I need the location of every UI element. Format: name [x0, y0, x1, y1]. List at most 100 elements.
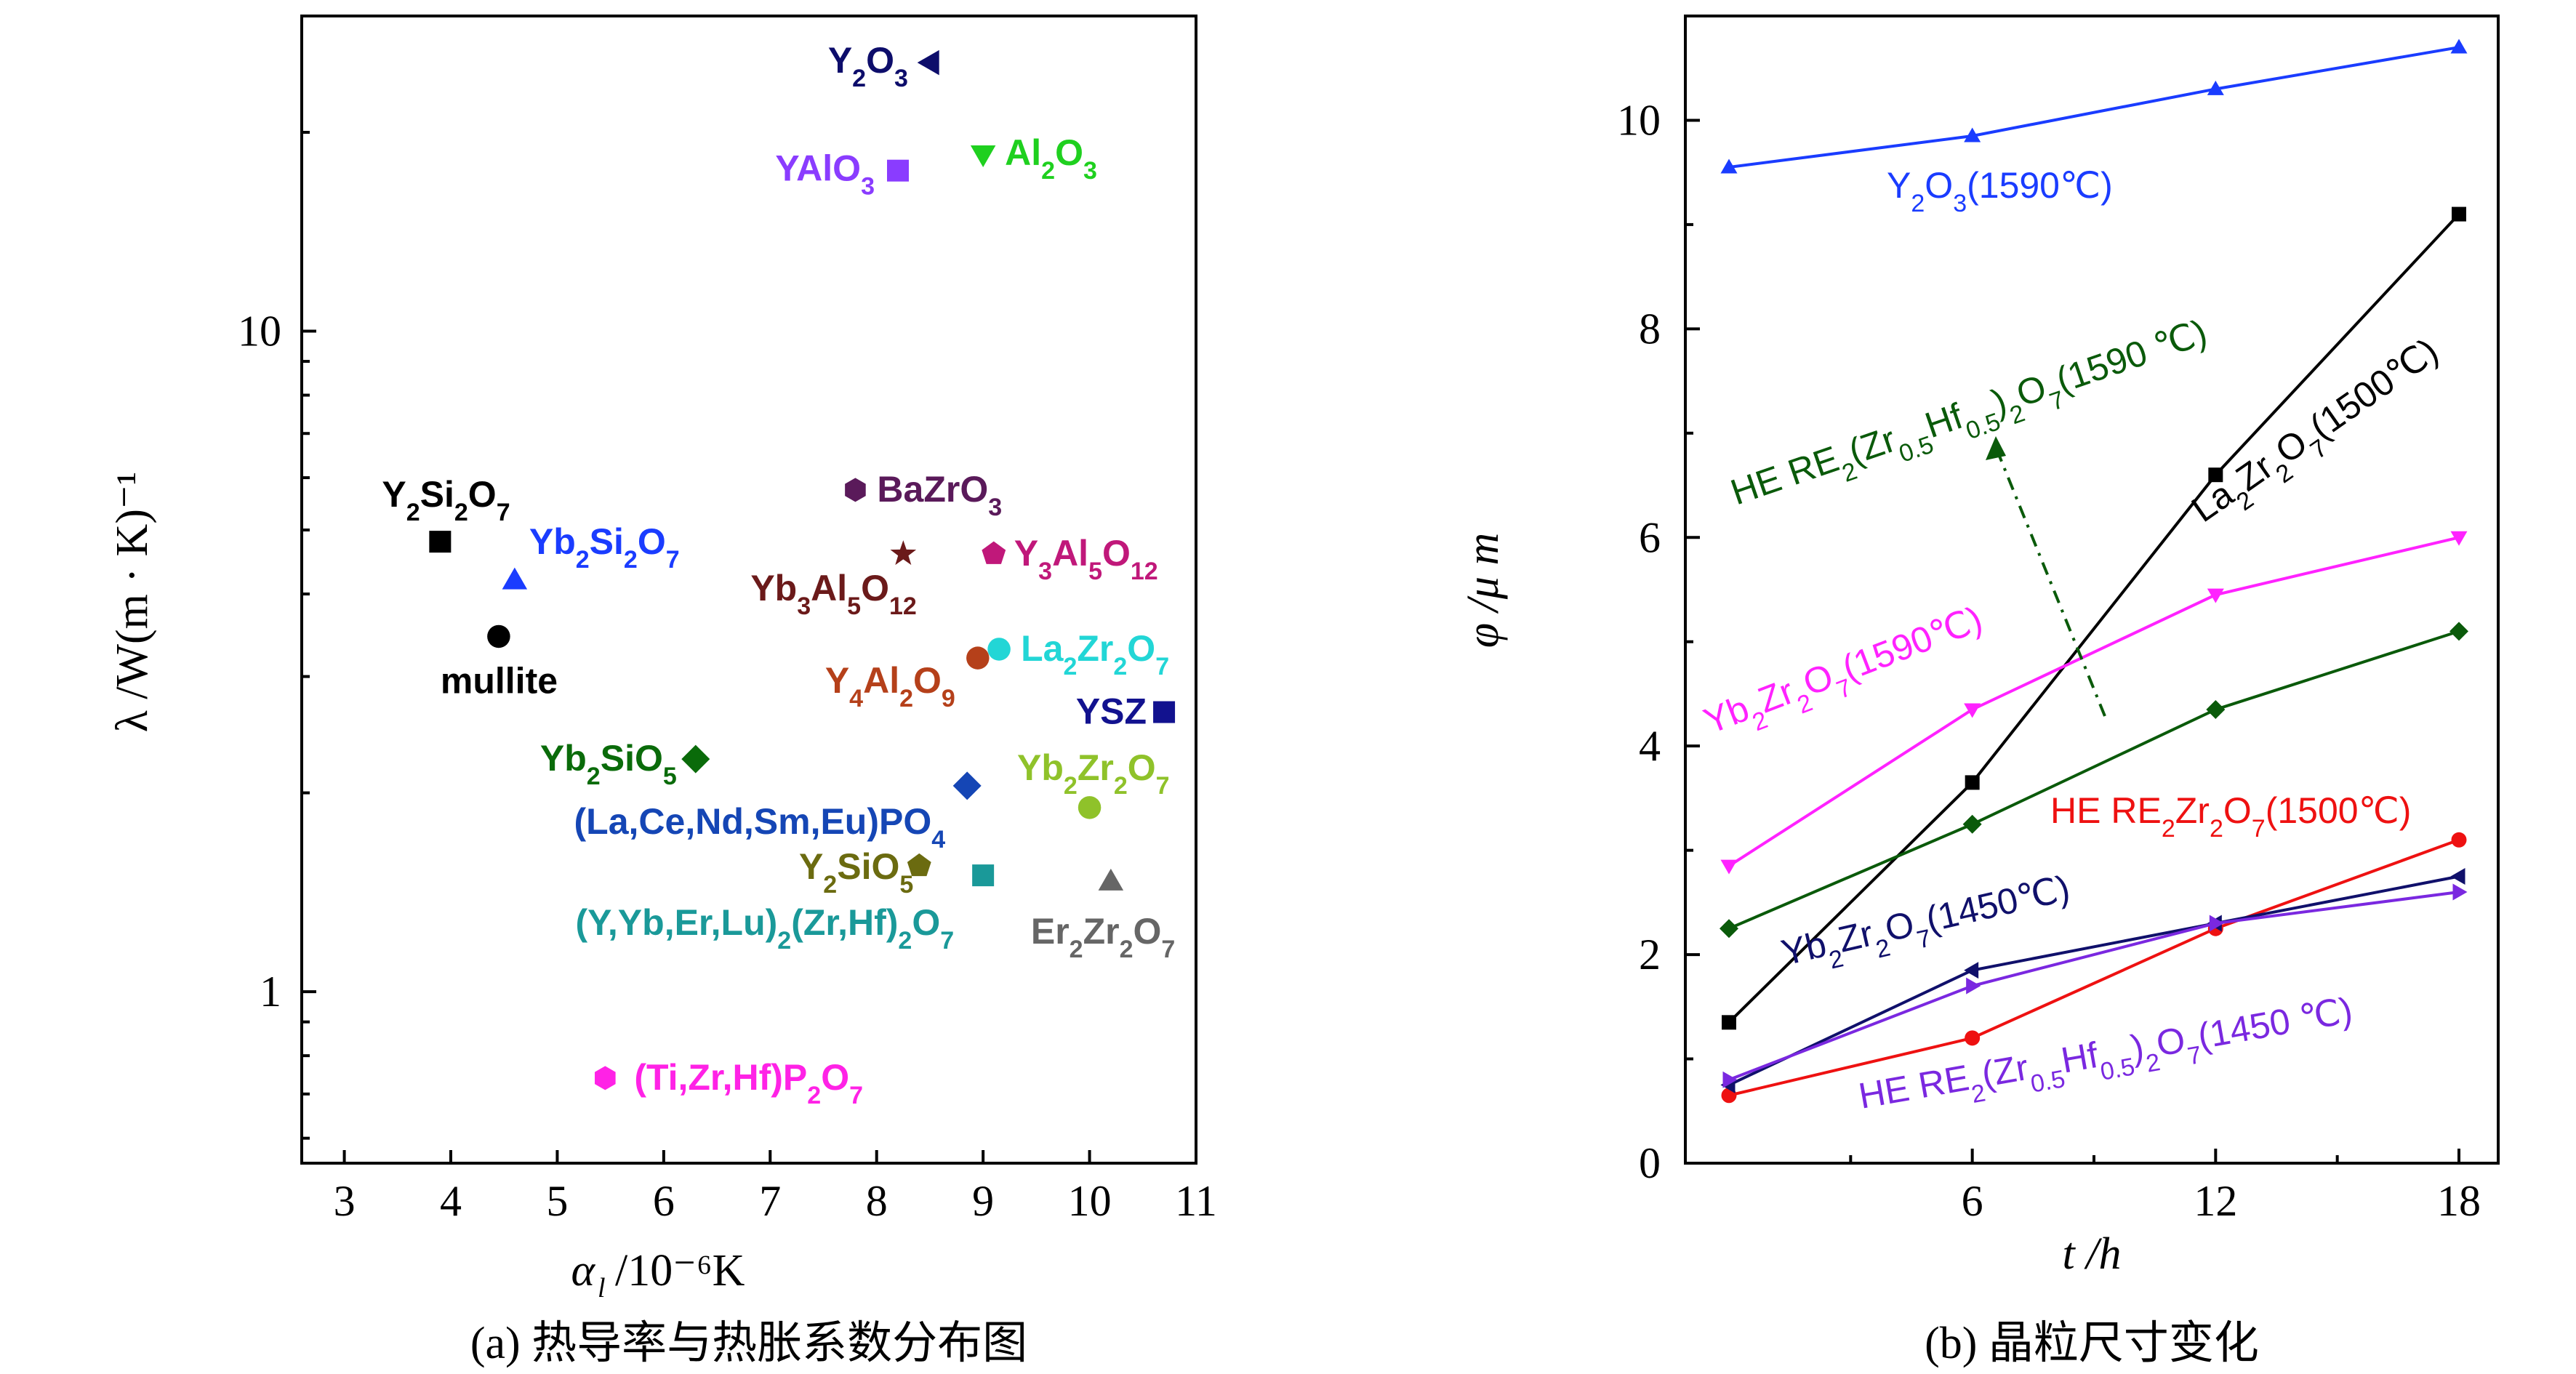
- point-label-y2o3: Y2O3: [828, 40, 908, 92]
- point-al2o3: [970, 145, 996, 168]
- point-label-al2o3: Al2O3: [1005, 132, 1097, 185]
- point-y2o3: [917, 49, 939, 76]
- series-point-yb2zr2o7-1450-1: [1964, 962, 1979, 979]
- series-point-he-re2-zr0-5hf0-5-2o7-1450-2: [2209, 915, 2224, 932]
- point-label-yb2si2o7: Yb2Si2O7: [529, 521, 680, 574]
- series-point-y2o3-1590-2: [2207, 80, 2224, 95]
- point-la2zr2o7: [987, 638, 1011, 661]
- point-y2si2o7: [429, 531, 452, 553]
- y-tick-label: 6: [1639, 513, 1661, 561]
- panel-a-points: [429, 49, 1176, 1090]
- y-tick-label: 8: [1639, 305, 1661, 353]
- series-la2zr2o7-1500: [1722, 206, 2466, 1030]
- series-label-yb2zr2o7-1590: Yb2Zr2O7(1590℃): [1698, 598, 1992, 752]
- series-label-he-zrhf-1590: HE RE2(Zr0.5Hf0.5)2O7(1590 ℃): [1725, 311, 2215, 523]
- series-label-he-re2zr2o7-1500: HE RE2Zr2O7(1500℃): [2050, 790, 2411, 843]
- x-tick-label: 10: [1068, 1177, 1112, 1225]
- series-point-y2o3-1590-1: [1964, 127, 1981, 142]
- series-label-la2zr2o7-1500: La2Zr2O7(1500℃): [2184, 330, 2452, 539]
- panel-a-y-ticks: 1 10: [238, 15, 316, 1140]
- series-point-yb2zr2o7-1590-0: [1720, 859, 1738, 875]
- series-point-he-re2zr2o7-1500-1: [1965, 1030, 1981, 1046]
- series-point-he-re2-zr0-5hf0-5-2o7-1590-3: [2449, 622, 2468, 641]
- point-label-yalo3: YAlO3: [775, 148, 875, 201]
- panel-b-x-label: t /h: [2063, 1229, 2122, 1279]
- point-label-yb3al5o12: Yb3Al5O12: [750, 568, 916, 620]
- x-tick-label: 7: [759, 1177, 781, 1225]
- series-line-yb2zr2o7-1450: [1728, 875, 2460, 1087]
- panel-b-series: [1720, 39, 2468, 1104]
- point-label-ysz: YSZ: [1076, 691, 1147, 732]
- trend-arrow-line: [1994, 446, 2106, 717]
- panel-a-point-labels: Y2O3 YAlO3 Al2O3 Y2Si2O7 Yb2Si2O7 mullite BaZr…: [382, 40, 1175, 1109]
- series-line-he-re2zr2o7-1500: [1728, 838, 2460, 1097]
- y-tick-label: 1: [260, 968, 281, 1016]
- point-label-er2zr2o7: Er2Zr2O7: [1031, 911, 1175, 963]
- panel-a-scatter: 3 4 5 6 7 8 9 10 11 1 10 Y2O3 YAlO3 Al2O3 Y2Si2O7 Yb2…: [108, 15, 1217, 1368]
- series-line-yb2zr2o7-1590: [1728, 536, 2460, 867]
- panel-b-caption: (b) 晶粒尺寸变化: [1925, 1319, 2259, 1368]
- point-y2sio5: [907, 853, 931, 877]
- point-bazro3: [845, 478, 866, 502]
- y-tick-label: 10: [1617, 96, 1661, 144]
- series-point-he-re2-zr0-5hf0-5-2o7-1450-3: [2452, 883, 2468, 901]
- series-yb2zr2o7-1590: [1720, 531, 2468, 875]
- y-tick-label: 0: [1639, 1139, 1661, 1187]
- x-tick-label: 6: [653, 1177, 675, 1225]
- series-point-y2o3-1590-3: [2450, 39, 2468, 54]
- point-y-yb-er-lu-2-zr-hf-2o7: [972, 864, 995, 887]
- x-tick-label: 3: [334, 1177, 356, 1225]
- point-yb2sio5: [681, 744, 710, 774]
- series-point-he-re2-zr0-5hf0-5-2o7-1590-0: [1720, 919, 1738, 939]
- series-label-yb2zr2o7-1450: Yb2Zr2O7(1450℃): [1778, 867, 2077, 984]
- panel-b-x-ticks: 6 12 18: [1849, 1149, 2481, 1225]
- point-label-yb2sio5: Yb2SiO5: [540, 738, 677, 790]
- point-label-ti-zr-hf-p2o7: (Ti,Zr,Hf)P2O7: [634, 1057, 863, 1109]
- x-tick-label: 18: [2437, 1177, 2481, 1225]
- series-line-he-re2-zr0-5hf0-5-2o7-1590: [1728, 630, 2460, 931]
- series-point-la2zr2o7-1500-3: [2452, 206, 2466, 222]
- series-point-he-re2-zr0-5hf0-5-2o7-1590-2: [2206, 699, 2226, 719]
- panel-a-x-label-unit: /10⁻⁶K: [615, 1246, 745, 1295]
- y-tick-label: 10: [238, 308, 281, 355]
- series-line-la2zr2o7-1500: [1728, 213, 2460, 1024]
- series-point-he-re2zr2o7-1500-3: [2451, 832, 2467, 848]
- series-label-y2o3-1590: Y2O3(1590℃): [1887, 165, 2113, 217]
- panel-a-x-ticks: 3 4 5 6 7 8 9 10 11: [334, 1150, 1217, 1225]
- point-ysz: [1153, 701, 1176, 723]
- series-point-he-re2-zr0-5hf0-5-2o7-1450-0: [1722, 1071, 1738, 1088]
- point-label-la2zr2o7: La2Zr2O7: [1021, 628, 1169, 680]
- point-mullite: [487, 624, 510, 648]
- point-y3al5o12: [982, 541, 1006, 564]
- panel-b-y-ticks: 0 2 4 6 8 10: [1617, 15, 1700, 1187]
- series-label-he-zrhf-1450: HE RE2(Zr0.5Hf0.5)2O7(1450 ℃): [1855, 989, 2357, 1128]
- panel-b-y-label: φ /μ m: [1458, 533, 1508, 648]
- point-yb2si2o7: [502, 567, 528, 590]
- x-tick-label: 5: [546, 1177, 568, 1225]
- point-label-la-ce-nd-sm-eu-po4: (La,Ce,Nd,Sm,Eu)PO4: [574, 801, 946, 853]
- x-tick-label: 8: [866, 1177, 888, 1225]
- panel-a-x-label: α: [571, 1246, 595, 1295]
- y-tick-label: 4: [1639, 722, 1661, 770]
- series-point-he-re2-zr0-5hf0-5-2o7-1590-1: [1962, 814, 1982, 834]
- point-la-ce-nd-sm-eu-po4: [952, 771, 982, 800]
- x-tick-label: 11: [1175, 1177, 1217, 1225]
- panel-b-frame: [1684, 15, 2500, 1165]
- panel-a-y-label: λ /W(m · K)⁻¹: [108, 472, 157, 733]
- panel-a-x-label-sub: l: [598, 1273, 606, 1303]
- x-tick-label: 6: [1962, 1177, 1983, 1225]
- point-ti-zr-hf-p2o7: [595, 1066, 616, 1090]
- x-tick-label: 4: [440, 1177, 462, 1225]
- point-label-bazro3: BaZrO3: [877, 469, 1002, 521]
- series-point-y2o3-1590-0: [1720, 158, 1738, 174]
- panel-a-frame: [300, 15, 1197, 1165]
- series-point-yb2zr2o7-1590-2: [2207, 588, 2224, 603]
- x-tick-label: 12: [2194, 1177, 2237, 1225]
- series-point-la2zr2o7-1500-1: [1965, 775, 1980, 790]
- point-label-y4al2o9: Y4Al2O9: [825, 660, 955, 712]
- series-line-he-re2-zr0-5hf0-5-2o7-1450: [1728, 891, 2460, 1082]
- series-he-re2-zr0-5hf0-5-2o7-1450: [1722, 883, 2468, 1088]
- point-label-yb2zr2o7: Yb2Zr2O7: [1017, 747, 1170, 800]
- point-label-y-yb-er-lu-2-zr-hf-2o7: (Y,Yb,Er,Lu)2(Zr,Hf)2O7: [575, 902, 954, 955]
